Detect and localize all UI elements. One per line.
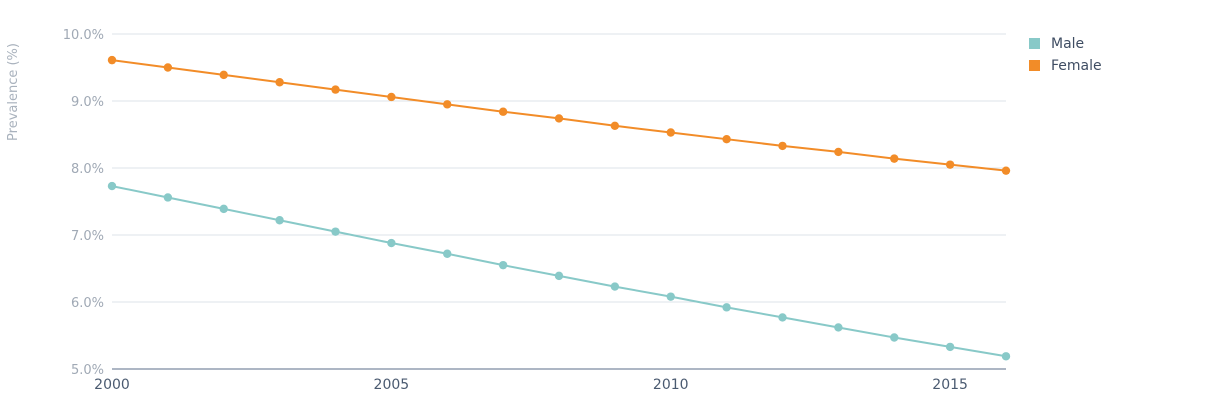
- male-data-point: [163, 193, 173, 202]
- male-data-point: [107, 181, 117, 191]
- y-tick-label: 7.0%: [71, 229, 104, 244]
- male-data-point: [1001, 352, 1011, 361]
- female-data-point: [163, 63, 173, 72]
- male-series-line: [111, 185, 1007, 358]
- male-legend-label: Male: [1051, 36, 1084, 52]
- male-legend-swatch: [1029, 38, 1040, 49]
- x-tick-label: 2010: [653, 377, 689, 393]
- male-data-point: [890, 333, 899, 342]
- male-data-point: [554, 271, 564, 281]
- female-data-point: [554, 114, 564, 123]
- female-data-point: [778, 141, 787, 151]
- male-data-point: [722, 303, 731, 312]
- female-data-point: [219, 70, 228, 80]
- male-data-point: [331, 227, 340, 236]
- female-data-point: [610, 121, 620, 130]
- series-points: [107, 55, 1011, 361]
- female-data-point: [834, 147, 843, 157]
- male-data-point: [219, 204, 228, 214]
- y-axis-label: Prevalence (%): [6, 43, 21, 141]
- y-tick-label: 10.0%: [63, 28, 104, 43]
- y-axis-ticks: 5.0% 6.0% 7.0% 8.0% 9.0% 10.0%: [63, 28, 104, 378]
- y-tick-label: 8.0%: [71, 162, 104, 177]
- female-legend-swatch: [1029, 60, 1040, 71]
- series-lines: [111, 59, 1007, 358]
- y-tick-label: 9.0%: [71, 95, 104, 110]
- female-data-point: [945, 160, 955, 169]
- female-data-point: [722, 134, 731, 144]
- female-data-point: [1001, 166, 1011, 175]
- x-tick-label: 2000: [94, 377, 130, 393]
- male-data-point: [275, 216, 284, 225]
- x-tick-label: 2015: [932, 377, 968, 393]
- female-legend-label: Female: [1051, 58, 1102, 74]
- x-axis-ticks: 2000 2005 2010 2015: [94, 377, 968, 393]
- y-tick-label: 6.0%: [71, 296, 104, 311]
- male-data-point: [498, 260, 508, 270]
- female-data-point: [443, 100, 452, 109]
- male-data-point: [778, 313, 787, 322]
- male-data-point: [834, 323, 843, 332]
- female-data-point: [107, 55, 117, 65]
- female-data-point: [666, 128, 675, 137]
- male-data-point: [387, 238, 396, 248]
- female-data-point: [275, 78, 284, 87]
- female-data-point: [890, 154, 899, 163]
- female-data-point: [498, 107, 508, 116]
- legend: Male Female: [1029, 36, 1102, 74]
- gridlines: [112, 33, 1006, 370]
- female-data-point: [331, 85, 340, 94]
- male-data-point: [666, 292, 675, 301]
- male-data-point: [443, 249, 452, 258]
- x-tick-label: 2005: [374, 377, 410, 393]
- female-data-point: [387, 92, 396, 102]
- male-data-point: [610, 282, 620, 291]
- male-data-point: [945, 342, 955, 352]
- y-tick-label: 5.0%: [71, 363, 104, 378]
